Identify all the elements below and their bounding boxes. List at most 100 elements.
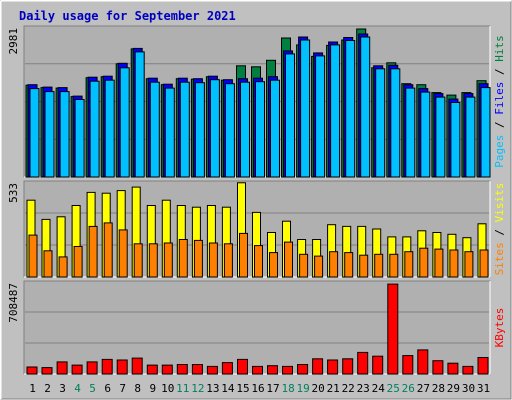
bar-pages-day-7: [119, 67, 130, 178]
bar-pages-day-2: [44, 91, 55, 178]
bar-pages-day-13: [209, 79, 220, 178]
bar-kbytes-day-8: [131, 357, 143, 375]
bar-sites-day-27: [419, 247, 429, 278]
x-tick-label: 30: [462, 382, 475, 395]
x-tick-label: 25: [387, 382, 400, 395]
bar-pages-day-14: [224, 83, 235, 178]
bar-sites-day-22: [344, 252, 354, 278]
bar-kbytes-day-25: [387, 283, 399, 375]
bar-pages-day-22: [345, 40, 356, 178]
x-tick-label: 19: [296, 382, 309, 395]
series-label-separator: /: [493, 62, 506, 82]
y-max-label-middle: 533: [7, 183, 20, 203]
bar-sites-day-6: [103, 222, 113, 278]
bar-kbytes-day-15: [237, 358, 248, 375]
x-tick-label: 1: [29, 382, 36, 395]
x-tick-label: 20: [311, 382, 324, 395]
bar-pages-day-21: [330, 44, 341, 178]
bar-pages-day-9: [149, 81, 160, 178]
bar-pages-day-31: [480, 87, 491, 178]
bar-kbytes-day-29: [447, 362, 459, 375]
x-tick-label: 24: [372, 382, 386, 395]
bar-pages-day-16: [255, 81, 265, 178]
x-tick-label: 6: [104, 382, 111, 395]
series-label-files: Files: [493, 82, 506, 115]
bar-kbytes-day-30: [462, 365, 474, 375]
bar-kbytes-day-5: [86, 361, 98, 375]
chart-panels: 2981 Pages / Files / Hits 533 Sites / Visit…: [7, 25, 506, 375]
bar-sites-day-5: [88, 225, 98, 278]
bar-pages-day-6: [104, 79, 115, 178]
x-tick-label: 8: [134, 382, 141, 395]
y-max-label-bottom: 708487: [7, 283, 20, 323]
bar-pages-day-25: [390, 68, 401, 178]
bar-kbytes-day-6: [101, 358, 113, 375]
bar-pages-day-3: [59, 91, 70, 178]
series-label-kbytes: KBytes: [493, 308, 506, 348]
bar-kbytes-day-11: [176, 364, 188, 375]
bar-sites-day-10: [163, 242, 173, 278]
x-tick-label: 11: [176, 382, 189, 395]
x-tick-label: 2: [44, 382, 51, 395]
bar-pages-day-19: [300, 39, 311, 178]
x-axis-ticks: 1 2 3 4 5 6 7 8 9 10 11 12 13 14 15 16 17 18 19 20 21 22 23 24 2…: [29, 382, 490, 395]
bar-pages-day-11: [179, 81, 190, 178]
bar-kbytes-day-27: [417, 349, 429, 375]
bar-sites-day-24: [374, 253, 384, 278]
bar-sites-day-19: [299, 253, 309, 278]
x-tick-label: 22: [342, 382, 355, 395]
bar-sites-day-31: [479, 249, 489, 278]
bar-kbytes-day-26: [402, 355, 414, 375]
bar-pages-day-17: [270, 79, 280, 178]
bar-kbytes-day-16: [252, 365, 263, 375]
series-label-separator: /: [493, 115, 506, 135]
x-tick-label: 15: [236, 382, 249, 395]
bar-kbytes-day-21: [327, 359, 339, 375]
bar-kbytes-day-1: [26, 366, 38, 375]
bar-sites-day-8: [133, 243, 143, 278]
bar-sites-day-15: [239, 232, 248, 278]
bar-sites-day-26: [404, 251, 414, 278]
series-pages: [29, 36, 491, 178]
series-label-middle: Sites / Visits: [493, 183, 506, 276]
bar-sites-day-7: [118, 229, 128, 278]
x-tick-label: 9: [149, 382, 156, 395]
x-tick-label: 16: [251, 382, 264, 395]
bar-sites-day-18: [284, 241, 293, 278]
bar-sites-day-11: [178, 239, 188, 278]
bar-kbytes-day-4: [71, 364, 83, 375]
bar-sites-day-4: [73, 246, 83, 278]
series-label-bottom: KBytes: [493, 308, 506, 348]
bar-sites-day-21: [329, 251, 339, 278]
bar-pages-day-4: [74, 99, 85, 178]
y-max-label-top: 2981: [7, 28, 20, 55]
x-tick-label: 17: [266, 382, 279, 395]
bar-kbytes-day-10: [161, 364, 173, 375]
series-label-pages: Pages: [493, 135, 506, 168]
bar-kbytes-day-24: [372, 355, 384, 375]
bar-kbytes-day-13: [206, 365, 218, 375]
bar-pages-day-1: [29, 88, 40, 178]
bar-kbytes-day-18: [282, 365, 293, 375]
x-tick-label: 3: [59, 382, 66, 395]
bar-sites-day-13: [208, 242, 218, 278]
bar-sites-day-14: [223, 243, 233, 278]
bar-kbytes-day-9: [146, 364, 158, 375]
series-label-hits: Hits: [493, 35, 506, 62]
series-label-top: Pages / Files / Hits: [493, 35, 506, 168]
x-tick-label: 18: [281, 382, 294, 395]
bar-sites-day-23: [359, 254, 369, 278]
chart-title: Daily usage for September 2021: [19, 9, 236, 23]
bar-sites-day-16: [254, 245, 263, 278]
bar-kbytes-day-31: [477, 357, 489, 375]
x-tick-label: 27: [417, 382, 430, 395]
bar-pages-day-23: [360, 36, 371, 178]
x-tick-label: 28: [432, 382, 445, 395]
bar-kbytes-day-2: [41, 367, 53, 375]
bar-kbytes-day-17: [267, 365, 278, 375]
x-tick-label: 29: [447, 382, 460, 395]
x-tick-label: 31: [477, 382, 490, 395]
bar-kbytes-day-14: [221, 362, 233, 375]
bar-sites-day-29: [449, 249, 459, 278]
